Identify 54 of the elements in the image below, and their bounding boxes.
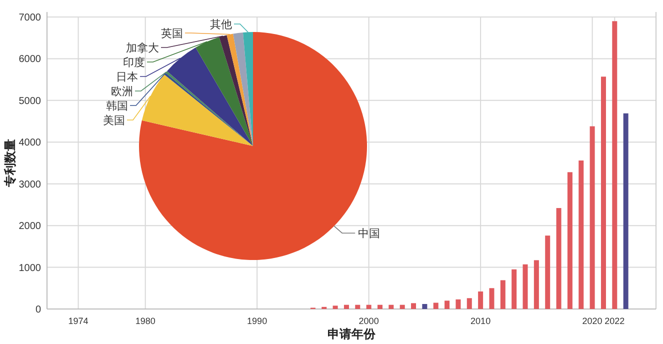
- bar: [400, 304, 405, 309]
- y-tick-label: 0: [35, 304, 42, 316]
- bar: [590, 126, 595, 309]
- bar: [355, 304, 360, 309]
- bar: [500, 280, 506, 309]
- slice-label: 英国: [161, 27, 183, 40]
- y-tick-label: 1000: [18, 262, 42, 274]
- bar: [556, 208, 562, 309]
- bar: [332, 306, 338, 309]
- bar: [377, 304, 382, 309]
- bar: [456, 299, 461, 309]
- bar: [578, 160, 584, 309]
- bar: [534, 260, 539, 309]
- bar: [512, 269, 517, 309]
- slice-label: 印度: [123, 56, 145, 69]
- bar: [623, 113, 628, 309]
- bar: [466, 298, 472, 309]
- x-tick-label: 2022: [604, 316, 625, 326]
- slice-label: 加拿大: [126, 42, 159, 54]
- slice-label: 其他: [210, 18, 232, 31]
- bar: [422, 304, 428, 309]
- y-tick-label: 2000: [18, 221, 42, 232]
- y-tick-label: 5000: [18, 96, 42, 107]
- bar: [388, 304, 394, 309]
- y-tick-label: 7000: [18, 12, 42, 24]
- bar: [344, 304, 349, 309]
- y-tick-label: 6000: [18, 54, 42, 66]
- bar: [478, 291, 484, 309]
- bar: [411, 303, 416, 309]
- x-tick-label: 2020: [582, 316, 602, 326]
- y-axis-title: 专利数量: [3, 139, 17, 188]
- slice-label: 欧洲: [111, 85, 133, 98]
- bar: [600, 76, 606, 309]
- x-axis-title: 申请年份: [328, 327, 376, 341]
- slice-label: 日本: [116, 70, 138, 84]
- x-tick-label: 2000: [358, 316, 379, 326]
- bar: [567, 172, 572, 309]
- bar: [489, 288, 494, 309]
- x-tick-label: 1980: [135, 316, 156, 326]
- bar: [545, 236, 550, 309]
- bar: [612, 21, 618, 309]
- bar: [433, 302, 438, 309]
- slice-label: 美国: [103, 114, 125, 127]
- bar: [522, 264, 528, 309]
- y-tick-label: 3000: [18, 179, 42, 190]
- pie-slice: [233, 32, 253, 146]
- y-tick-label: 4000: [18, 138, 42, 149]
- x-tick-label: 1974: [68, 316, 88, 326]
- slice-label: 中国: [358, 227, 380, 240]
- slice-label: 韩国: [106, 100, 128, 112]
- x-tick-label: 1990: [247, 316, 268, 326]
- x-tick-label: 2010: [470, 316, 491, 326]
- bar: [366, 304, 372, 309]
- bar: [444, 300, 450, 309]
